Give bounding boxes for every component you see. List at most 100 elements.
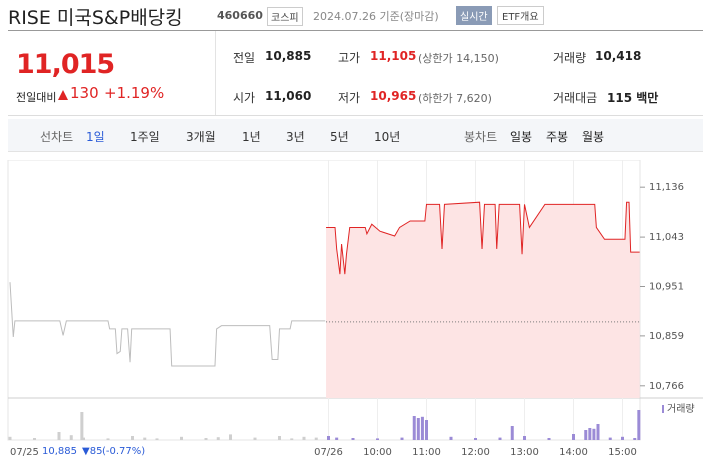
x-tick-label: 12:00: [461, 447, 490, 458]
volume-legend: 거래량: [667, 403, 695, 415]
price-line: [9, 282, 326, 367]
y-tick-label: 10,951: [649, 281, 684, 292]
volume-bar: [572, 434, 575, 440]
volume-bar: [8, 436, 12, 440]
change: 130: [70, 84, 99, 102]
volume-bar: [420, 416, 424, 440]
volume-bar: [327, 436, 330, 440]
volume-bar: [592, 428, 596, 440]
volume-bar: [637, 410, 641, 440]
volume-bar: [143, 437, 147, 440]
date: 2024.07.26 기준(장마감): [313, 10, 439, 23]
change-label: 전일대비: [16, 91, 57, 104]
tab-label: 봉차트: [464, 130, 498, 144]
stock-title: RISE 미국S&P배당킹: [8, 7, 183, 29]
volume-bar: [33, 438, 36, 440]
stat-label: 고가: [338, 51, 361, 65]
x-tick-label: 13:00: [510, 447, 539, 458]
realtime-badge[interactable]: 실시간: [456, 6, 492, 25]
stat-value: 10,418: [595, 49, 642, 63]
tabs: 선차트 1일 1주일 3개월 1년 3년 5년 10년 봉차트 일봉 주봉 월봉: [8, 119, 703, 152]
y-tick-label: 11,136: [649, 182, 684, 193]
x-tick-label: 07/25: [10, 447, 39, 458]
volume-bar: [412, 416, 416, 440]
prev-change-rate: (-0.77%): [102, 446, 146, 457]
chart: 10,766 10,859 10,951 11,043 11,136 07/25 07/26…: [7, 160, 703, 458]
tab-candle[interactable]: 주봉: [546, 130, 569, 144]
prev-close: 10,885: [42, 446, 77, 457]
volume-bar: [180, 436, 183, 440]
prev-change-value: 85: [89, 446, 103, 457]
volume-bar: [449, 436, 453, 440]
price-box: 11,015 전일대비 130 +1.19% 전일 10,885 고가 11,105(…: [8, 30, 703, 116]
x-tick-label: 07/26: [314, 447, 343, 458]
volume-bar: [596, 424, 600, 440]
up-icon: [58, 90, 68, 100]
stat-value: 10,885: [265, 49, 312, 63]
volume-bar: [204, 438, 208, 440]
volume-bar: [80, 412, 84, 440]
y-tick-label: 10,766: [649, 381, 684, 392]
tab-candle[interactable]: 일봉: [510, 130, 533, 144]
volume-legend-mark: [662, 405, 664, 413]
volume-bar: [290, 438, 294, 440]
price-line: [326, 201, 640, 275]
volume-bar: [351, 438, 355, 440]
volume-bar: [588, 428, 592, 440]
prev-change: ▼85: [82, 446, 103, 457]
volume-bar: [510, 426, 514, 440]
volume-bar: [425, 420, 428, 440]
x-tick-label: 10:00: [363, 447, 392, 458]
tab-period[interactable]: 5년: [330, 130, 349, 144]
change-rate: +1.19%: [104, 84, 165, 102]
tab-period[interactable]: 3년: [286, 130, 305, 144]
stat-note: (상한가 14,150): [418, 52, 499, 65]
stat-note: (하한가 7,620): [418, 92, 492, 105]
stat-value: 11,060: [265, 89, 312, 103]
volume-bar: [400, 437, 404, 440]
x-tick-label: 14:00: [559, 447, 588, 458]
volume-bar: [155, 438, 159, 440]
volume-bar: [416, 418, 420, 440]
x-tick-label: 11:00: [412, 447, 441, 458]
volume-bar: [82, 437, 85, 440]
etf-overview[interactable]: ETF개요: [497, 6, 544, 25]
area: [326, 202, 640, 398]
volume-bar: [474, 438, 477, 440]
market-badge: 코스피: [267, 7, 303, 26]
volume-bar: [608, 437, 612, 440]
volume-bar: [253, 437, 257, 440]
volume-bar: [216, 437, 220, 440]
volume-bar: [633, 438, 637, 440]
stat-value: 11,105: [370, 49, 417, 63]
volume-bar: [335, 437, 339, 440]
stat-value: 10,965: [370, 89, 417, 103]
tab-candle[interactable]: 월봉: [582, 130, 605, 144]
plot-frame: [7, 160, 641, 441]
volume-bar: [106, 438, 110, 440]
stat-value: 115 백만: [607, 91, 659, 105]
volume-bar: [229, 434, 232, 440]
tab-period[interactable]: 1일: [86, 130, 105, 144]
volume-bar: [584, 430, 588, 440]
current-price: 11,015: [16, 49, 115, 80]
volume-bar: [523, 436, 526, 440]
volume-bar: [131, 436, 134, 440]
stat-label: 시가: [233, 91, 256, 105]
volume-bar: [498, 437, 502, 440]
stock-code: 460660: [217, 9, 263, 22]
volume-bar: [621, 436, 624, 440]
y-tick-label: 11,043: [649, 232, 684, 243]
volume-bar: [278, 436, 281, 440]
tab-period[interactable]: 3개월: [186, 130, 216, 144]
volume-bar: [302, 436, 306, 440]
tab-period[interactable]: 1주일: [130, 130, 160, 144]
volume-bar: [57, 432, 61, 440]
x-tick-label: 15:00: [608, 447, 637, 458]
tab-period[interactable]: 10년: [374, 130, 401, 144]
y-tick-label: 10,859: [649, 331, 684, 342]
tab-period[interactable]: 1년: [242, 130, 261, 144]
volume-bar: [547, 438, 551, 440]
stat-label: 거래대금: [553, 91, 598, 105]
tab-label: 선차트: [40, 130, 74, 144]
